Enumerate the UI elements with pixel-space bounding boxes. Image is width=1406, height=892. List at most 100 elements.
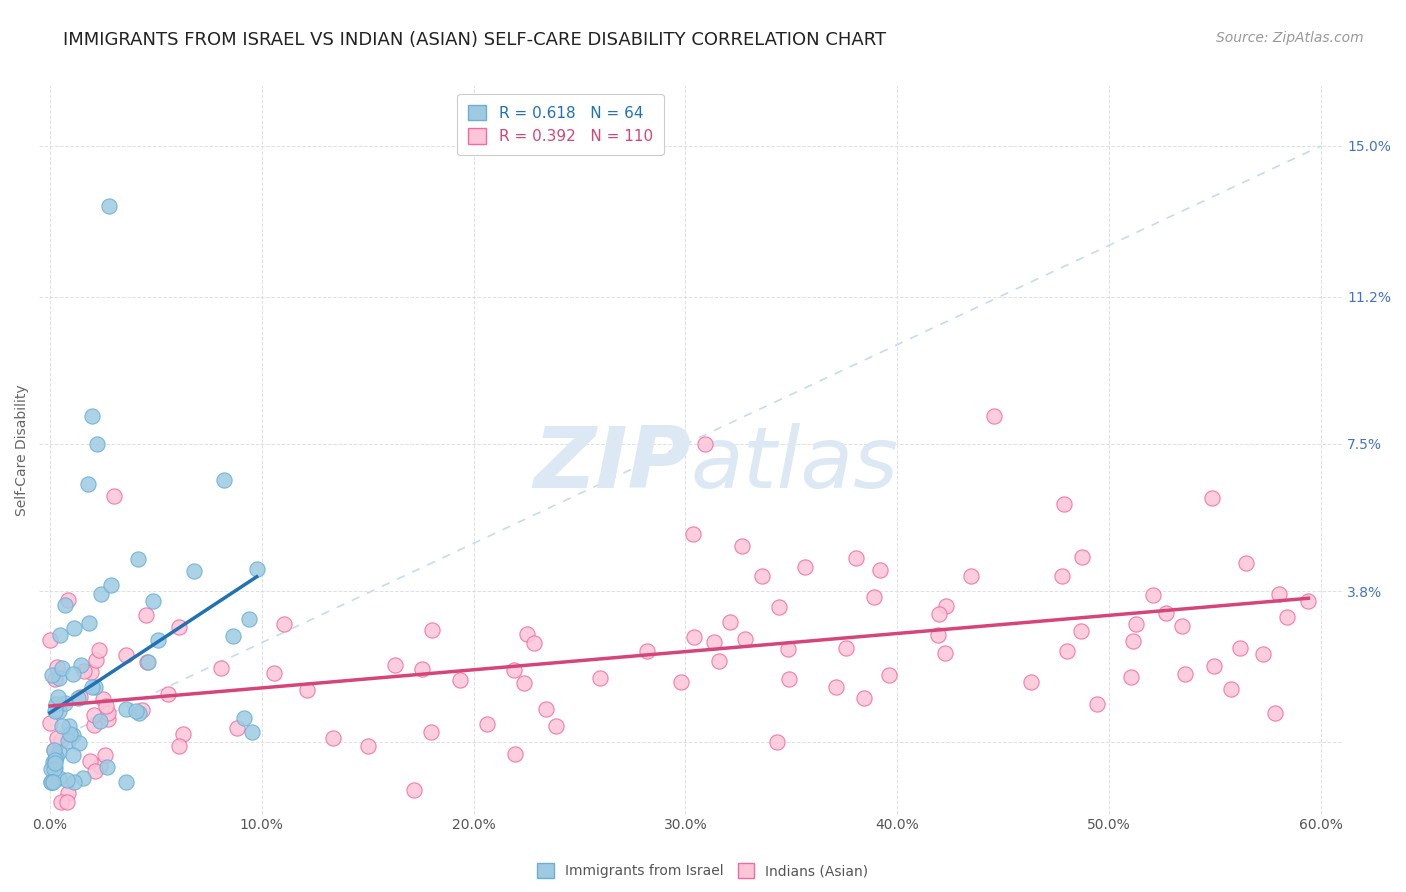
Point <box>157 687 180 701</box>
Point <box>683 630 706 644</box>
Point <box>1052 569 1074 583</box>
Point <box>1125 617 1147 632</box>
Point <box>1070 549 1092 564</box>
Point <box>45 698 67 712</box>
Point <box>82 409 104 424</box>
Point <box>879 668 901 682</box>
Point <box>1298 594 1320 608</box>
Point <box>1234 557 1257 571</box>
Point <box>51 661 73 675</box>
Point <box>62 728 84 742</box>
Point <box>58 719 80 733</box>
Point <box>44 762 66 776</box>
Point <box>240 725 263 739</box>
Point <box>42 743 65 757</box>
Point <box>51 718 73 732</box>
Y-axis label: Self-Care Disability: Self-Care Disability <box>15 384 30 516</box>
Point <box>420 623 443 637</box>
Point <box>98 198 121 212</box>
Point <box>513 676 536 690</box>
Text: IMMIGRANTS FROM ISRAEL VS INDIAN (ASIAN) SELF-CARE DISABILITY CORRELATION CHART: IMMIGRANTS FROM ISRAEL VS INDIAN (ASIAN)… <box>63 31 886 49</box>
Point <box>534 702 557 716</box>
Point <box>734 632 756 646</box>
Point <box>69 690 91 704</box>
Point <box>1156 606 1178 620</box>
Point <box>86 437 108 451</box>
Point <box>751 569 773 583</box>
Point <box>90 586 112 600</box>
Point <box>322 731 344 745</box>
Point <box>707 654 730 668</box>
Point <box>62 774 84 789</box>
Point <box>1122 634 1144 648</box>
Point <box>1229 640 1251 655</box>
Point <box>131 703 153 717</box>
Point <box>97 712 120 726</box>
Point <box>209 661 232 675</box>
Point <box>91 692 114 706</box>
Point <box>148 632 170 647</box>
Point <box>523 636 546 650</box>
Point <box>142 594 165 608</box>
Point <box>56 592 79 607</box>
Point <box>66 690 89 705</box>
Point <box>58 734 80 748</box>
Point <box>960 568 983 582</box>
Point <box>172 727 194 741</box>
Point <box>44 753 66 767</box>
Point <box>703 635 725 649</box>
Point <box>927 627 949 641</box>
Point <box>233 711 256 725</box>
Point <box>48 771 70 785</box>
Point <box>1056 644 1078 658</box>
Point <box>39 762 62 776</box>
Point <box>136 655 159 669</box>
Point <box>1201 491 1223 506</box>
Point <box>928 607 950 621</box>
Point <box>1268 587 1291 601</box>
Point <box>59 727 82 741</box>
Text: Source: ZipAtlas.com: Source: ZipAtlas.com <box>1216 31 1364 45</box>
Legend: R = 0.618   N = 64, R = 0.392   N = 110: R = 0.618 N = 64, R = 0.392 N = 110 <box>457 94 664 155</box>
Point <box>503 747 526 761</box>
Point <box>46 690 69 704</box>
Point <box>419 724 441 739</box>
Point <box>62 667 84 681</box>
Point <box>114 774 136 789</box>
Point <box>114 702 136 716</box>
Point <box>55 795 77 809</box>
Point <box>682 526 704 541</box>
Point <box>778 672 800 686</box>
Point <box>766 735 789 749</box>
Point <box>58 786 80 800</box>
Point <box>768 600 790 615</box>
Point <box>183 565 205 579</box>
Point <box>449 673 471 688</box>
Point <box>516 627 538 641</box>
Point <box>589 671 612 685</box>
Point <box>1275 609 1298 624</box>
Point <box>70 657 93 672</box>
Point <box>48 745 70 759</box>
Point <box>411 662 433 676</box>
Point <box>167 739 190 754</box>
Point <box>502 663 524 677</box>
Point <box>1264 706 1286 721</box>
Point <box>845 551 868 566</box>
Point <box>983 409 1005 424</box>
Point <box>48 671 70 685</box>
Point <box>39 774 62 789</box>
Point <box>263 666 285 681</box>
Point <box>44 672 66 686</box>
Point <box>55 599 77 613</box>
Point <box>87 643 110 657</box>
Point <box>475 716 498 731</box>
Point <box>39 632 62 647</box>
Point <box>46 731 69 745</box>
Point <box>544 719 567 733</box>
Point <box>83 718 105 732</box>
Point <box>73 664 96 678</box>
Point <box>41 755 63 769</box>
Point <box>48 628 70 642</box>
Point <box>41 774 63 789</box>
